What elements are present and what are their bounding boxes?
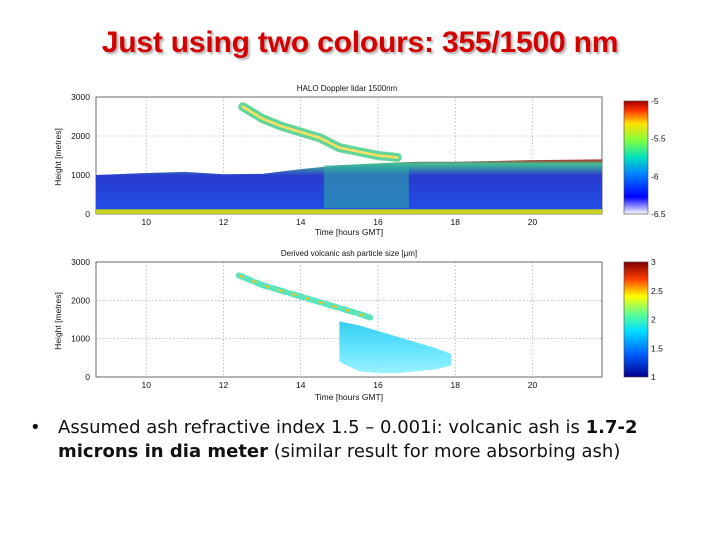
x-tick-label: 16 xyxy=(373,217,383,227)
panel-1-title: HALO Doppler lidar 1500nm xyxy=(297,84,398,93)
y-tick-label: 1000 xyxy=(71,170,90,180)
x-tick-label: 16 xyxy=(373,380,383,390)
panel-2-x-ticks: 10 12 14 16 18 20 xyxy=(141,380,537,390)
panel-1: HALO Doppler lidar 1500nm 10 12 14 16 18 20 0… xyxy=(53,84,666,237)
colorbar-tick-label: 2.5 xyxy=(651,286,663,296)
x-tick-label: 12 xyxy=(219,217,229,227)
panel-1-x-label: Time [hours GMT] xyxy=(315,227,383,237)
panel-2-x-label: Time [hours GMT] xyxy=(315,392,383,402)
colorbar-tick-label: 1 xyxy=(651,372,656,382)
panel-2: Derived volcanic ash particle size [μm] … xyxy=(53,249,663,402)
bullet-text: Assumed ash refractive index 1.5 – 0.001… xyxy=(58,416,700,464)
panel-1-y-label: Height [metres] xyxy=(53,128,63,186)
y-tick-label: 1000 xyxy=(71,334,90,344)
panel-1-colorbar-ticks: -5 -5.5 -6 -6.5 xyxy=(651,96,666,219)
colorbar-tick-label: -5 xyxy=(651,96,659,106)
y-tick-label: 3000 xyxy=(71,92,90,102)
x-tick-label: 14 xyxy=(296,217,306,227)
colorbar-tick-label: -6 xyxy=(651,171,659,181)
panel-2-y-ticks: 0 1000 2000 3000 xyxy=(71,257,90,382)
panel-2-marks xyxy=(235,272,452,374)
x-tick-label: 12 xyxy=(219,380,229,390)
colorbar-tick-label: 3 xyxy=(651,257,656,267)
x-tick-label: 20 xyxy=(528,217,538,227)
panel-2-title: Derived volcanic ash particle size [μm] xyxy=(281,249,417,258)
surface-band xyxy=(96,209,602,214)
bullet-text-before: Assumed ash refractive index 1.5 – 0.001… xyxy=(58,417,586,438)
y-tick-label: 0 xyxy=(85,372,90,382)
lower-ash-region xyxy=(339,321,452,374)
colorbar-tick-label: -6.5 xyxy=(651,209,666,219)
x-tick-label: 18 xyxy=(450,217,460,227)
panel-1-y-ticks: 0 1000 2000 3000 xyxy=(71,92,90,219)
panel-2-colorbar xyxy=(623,261,649,378)
x-tick-label: 10 xyxy=(141,380,151,390)
x-tick-label: 18 xyxy=(450,380,460,390)
bullet-text-after: (similar result for more absorbing ash) xyxy=(268,441,621,462)
y-tick-label: 2000 xyxy=(71,295,90,305)
panel-2-y-label: Height [metres] xyxy=(53,292,63,350)
colorbar-tick-label: -5.5 xyxy=(651,134,666,144)
colorbar-tick-label: 2 xyxy=(651,315,656,325)
x-tick-label: 10 xyxy=(141,217,151,227)
y-tick-label: 3000 xyxy=(71,257,90,267)
panel-1-x-ticks: 10 12 14 16 18 20 xyxy=(141,217,537,227)
y-tick-label: 2000 xyxy=(71,131,90,141)
y-tick-label: 0 xyxy=(85,209,90,219)
x-tick-label: 20 xyxy=(528,380,538,390)
ash-size-layer-core xyxy=(238,274,371,319)
x-tick-label: 14 xyxy=(296,380,306,390)
mixed-layer-patch xyxy=(323,165,409,209)
slide-title: Just using two colours: 355/1500 nm xyxy=(101,26,619,59)
panel-2-colorbar-ticks: 3 2.5 2 1.5 1 xyxy=(651,257,663,382)
bullet-marker: • xyxy=(30,417,41,438)
ash-layer-core xyxy=(241,105,399,159)
panel-1-colorbar xyxy=(623,100,649,215)
bullet-bold-value: 1.7-2 microns in dia meter xyxy=(58,417,638,462)
panel-1-marks xyxy=(96,102,602,214)
colorbar-tick-label: 1.5 xyxy=(651,343,663,353)
